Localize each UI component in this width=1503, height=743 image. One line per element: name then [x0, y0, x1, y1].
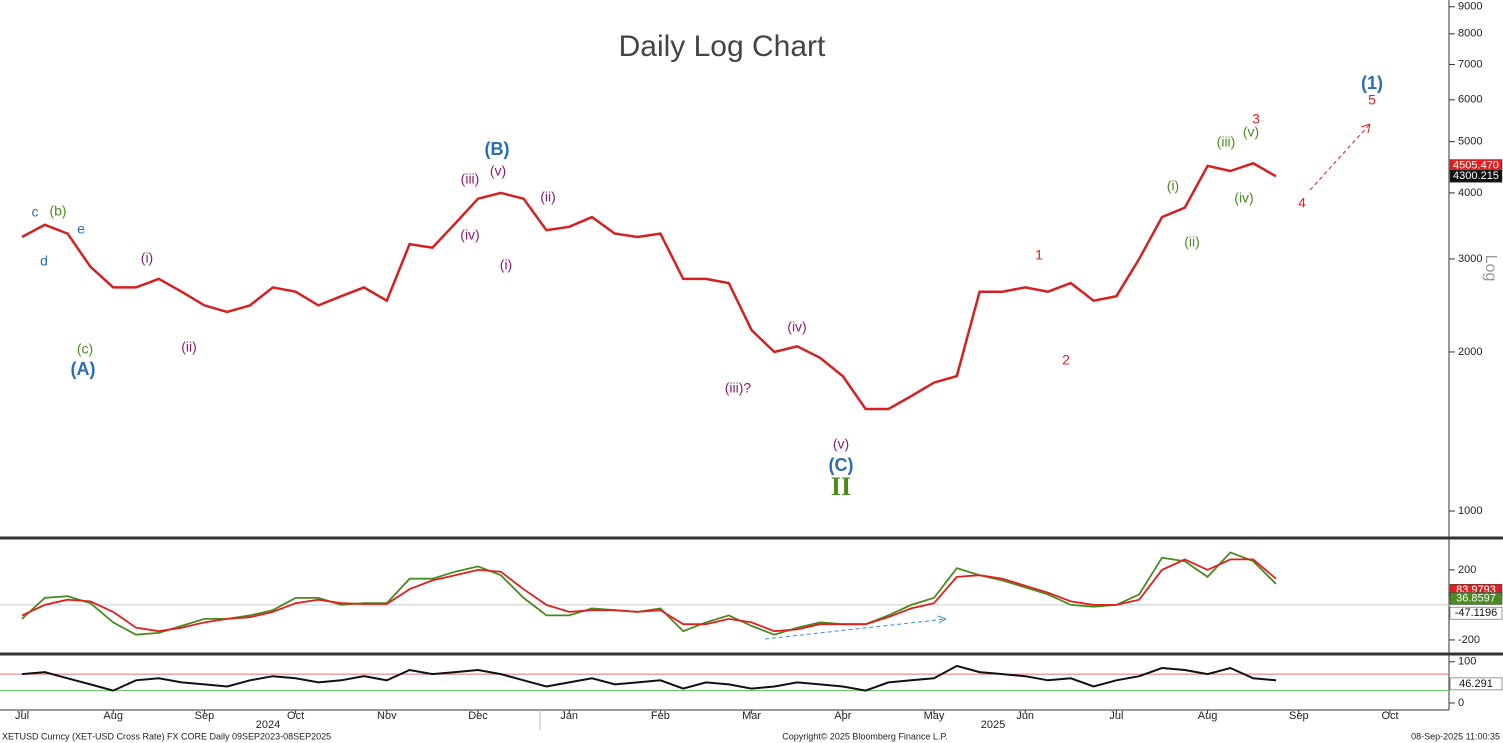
data-line: [21, 664, 1277, 692]
wave-label: (iii): [1217, 134, 1236, 150]
value-badge-label: 46.291: [1459, 678, 1493, 690]
y-axis-label: Log: [1482, 255, 1499, 282]
year-label: 2024: [256, 719, 280, 731]
wave-label: (C): [829, 455, 854, 475]
wave-label: (i): [1167, 178, 1179, 194]
wave-label: (B): [485, 139, 510, 159]
y-tick-label: 9000: [1458, 1, 1482, 13]
wave-label: 2: [1062, 352, 1070, 368]
x-tick-label: Sep: [195, 710, 215, 722]
wave-label: II: [831, 472, 851, 501]
value-badge: [1449, 677, 1503, 691]
value-badge-label: 4505.470: [1453, 159, 1499, 171]
footer-timestamp: 08-Sep-2025 11:00:35: [1411, 731, 1500, 741]
x-tick-label: Dec: [468, 710, 488, 722]
y-tick-label: 100: [1458, 656, 1476, 668]
arrow-head: [1360, 123, 1371, 134]
y-tick-label: 1000: [1458, 505, 1482, 517]
wave-label: (iii)?: [725, 380, 752, 396]
y-tick-label: 4000: [1458, 187, 1482, 199]
y-tick-label: 5000: [1458, 136, 1482, 148]
y-tick-label: 3000: [1458, 253, 1482, 265]
x-tick-label: Apr: [834, 710, 851, 722]
x-tick-label: Jan: [560, 710, 578, 722]
wave-label: c: [32, 204, 39, 220]
wave-label: (ii): [181, 339, 197, 355]
wave-label: (iv): [460, 227, 479, 243]
arrow-head: [937, 615, 947, 624]
wave-label: (i): [141, 250, 153, 266]
y-tick-label: 200: [1458, 564, 1476, 576]
wave-label: (iii): [461, 171, 480, 187]
divergence-arrow: [764, 618, 947, 640]
wave-label: (b): [49, 203, 66, 219]
x-tick-label: Nov: [377, 710, 397, 722]
x-tick-label: Jul: [1109, 710, 1123, 722]
wave-label: (1): [1361, 73, 1383, 93]
x-tick-label: Feb: [651, 710, 670, 722]
wave-label: (ii): [1184, 234, 1200, 250]
x-tick-label: Oct: [287, 710, 304, 722]
y-tick-label: 6000: [1458, 94, 1482, 106]
wave-label: (iv): [1234, 190, 1253, 206]
data-line: [21, 161, 1277, 411]
y-tick-label: 0: [1458, 697, 1464, 709]
footer-source: XETUSD Curncy (XET-USD Cross Rate) FX CO…: [2, 731, 331, 741]
y-tick-label: 8000: [1458, 28, 1482, 40]
value-badge-label: 4300.215: [1453, 170, 1499, 182]
value-badge: [1449, 592, 1503, 605]
y-tick-label: 7000: [1458, 58, 1482, 70]
x-tick-label: Oct: [1381, 710, 1398, 722]
y-tick-label: -200: [1458, 634, 1480, 646]
x-tick-label: Mar: [742, 710, 761, 722]
x-tick-label: Jul: [15, 710, 29, 722]
x-tick-label: Aug: [1198, 710, 1218, 722]
wave-label: (A): [71, 359, 96, 379]
wave-label: 5: [1368, 92, 1376, 108]
data-line: [21, 558, 1277, 633]
value-badge-label: -47.1196: [1455, 607, 1498, 619]
y-tick-label: 2000: [1458, 346, 1482, 358]
wave-label: e: [77, 221, 85, 237]
wave-label: 4: [1298, 195, 1306, 211]
wave-label: 3: [1252, 111, 1260, 127]
year-label: 2025: [981, 719, 1005, 731]
chart-title: Daily Log Chart: [619, 30, 826, 63]
wave-label: (i): [500, 257, 512, 273]
projection-arrow: [1309, 123, 1371, 191]
wave-label: (c): [77, 341, 93, 357]
wave-label: (v): [833, 436, 849, 452]
x-tick-label: Sep: [1289, 710, 1309, 722]
footer-copyright: Copyright© 2025 Bloomberg Finance L.P.: [782, 731, 948, 741]
x-tick-label: Aug: [103, 710, 123, 722]
wave-label: (v): [1243, 124, 1259, 140]
x-tick-label: Jun: [1016, 710, 1034, 722]
wave-label: (iv): [787, 319, 806, 335]
value-badge-label: 36.8597: [1456, 592, 1496, 604]
value-badge: [1449, 606, 1503, 620]
value-badge: [1449, 170, 1503, 183]
wave-label: d: [40, 253, 48, 269]
wave-label: (ii): [540, 189, 556, 205]
x-tick-label: May: [924, 710, 945, 722]
wave-label: (v): [490, 163, 506, 179]
wave-label: 1: [1035, 247, 1043, 263]
